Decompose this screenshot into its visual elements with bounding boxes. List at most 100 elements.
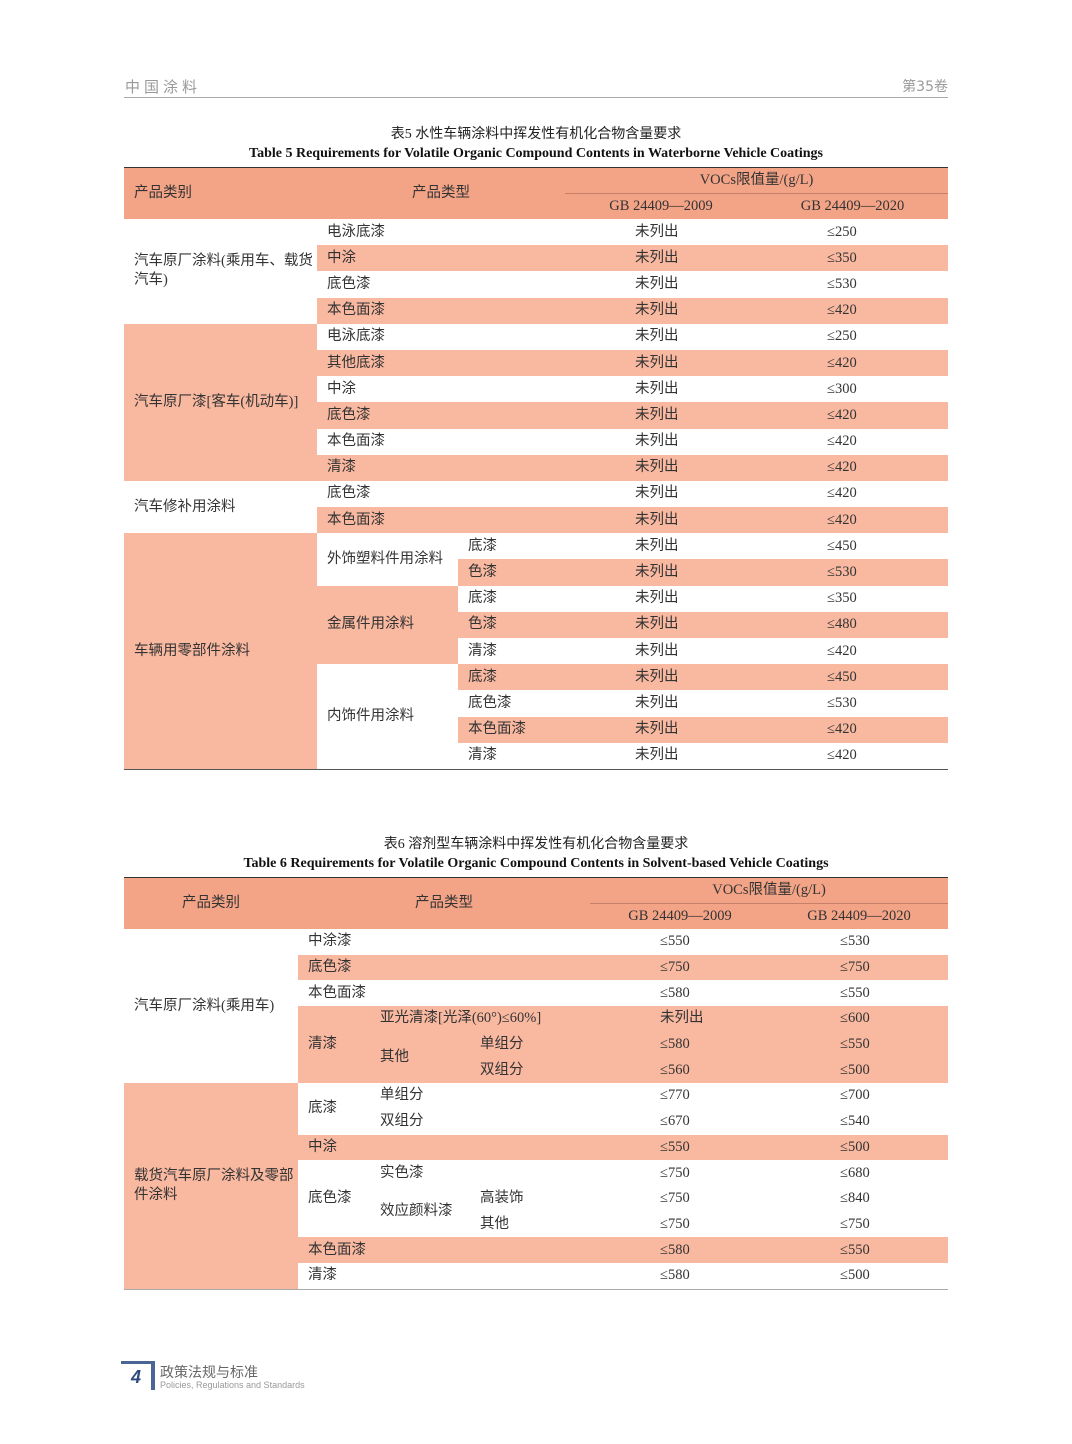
page-number-badge: 4 [121, 1361, 155, 1390]
table-row: 汽车原厂涂料(乘用车、载货汽车) 电泳底漆 未列出 ≤250 [124, 219, 948, 324]
value-2009: 未列出 [635, 380, 679, 397]
value-2020: ≤750 [840, 1215, 870, 1232]
col-header-2009: GB 24409—2009 [565, 193, 757, 219]
table6-caption-en: Table 6 Requirements for Volatile Organi… [243, 856, 829, 871]
value-2020: ≤680 [840, 1164, 870, 1181]
value-2020: ≤500 [840, 1138, 870, 1155]
col-header-type: 产品类型 [298, 877, 591, 929]
value-2020: ≤480 [827, 616, 857, 633]
value-2009: ≤550 [660, 933, 690, 950]
type-cell: 清漆 [308, 1267, 337, 1284]
table-row: 载货汽车原厂涂料及零部件涂料 底漆 单组分 ≤770 ≤700 [124, 1083, 949, 1290]
type-cell: 底色漆 [327, 406, 371, 423]
subtype-cell: 单组分 [380, 1087, 424, 1104]
value-2009: 未列出 [635, 511, 679, 528]
value-2009: 未列出 [660, 1010, 704, 1027]
type-cell: 本色面漆 [468, 721, 526, 738]
value-2020: ≤420 [827, 485, 857, 502]
subtype-cell: 其他 [380, 1048, 409, 1065]
value-2009: ≤580 [660, 1241, 690, 1258]
value-2020: ≤420 [827, 747, 857, 764]
type-cell: 中涂 [327, 380, 356, 397]
value-2009: ≤750 [660, 1215, 690, 1232]
category-cell: 汽车修补用涂料 [124, 480, 317, 534]
value-2009: 未列出 [635, 590, 679, 607]
value-2009: 未列出 [635, 459, 679, 476]
value-2020: ≤450 [827, 668, 857, 685]
category-cell: 汽车原厂涂料(乘用车、载货汽车) [124, 219, 317, 324]
table5: 产品类别 产品类型 VOCs限值量/(g/L) GB 24409—2009 GB… [124, 167, 948, 770]
type-cell: 中涂 [308, 1138, 337, 1155]
value-2009: ≤580 [660, 1267, 690, 1284]
value-2009: 未列出 [635, 616, 679, 633]
col-header-category: 产品类别 [124, 167, 317, 219]
value-2020: ≤600 [840, 1010, 870, 1027]
table-row: 金属件用涂料 底漆 未列出 ≤350 [124, 585, 948, 665]
value-2020: ≤420 [827, 433, 857, 450]
category-cell: 车辆用零部件涂料 [124, 533, 317, 770]
page-number: 4 [131, 1367, 142, 1387]
type-cell: 色漆 [468, 616, 497, 633]
type-cell: 底色漆 [327, 275, 371, 292]
table6-caption-cn: 表6 溶剂型车辆涂料中挥发性有机化合物含量要求 [383, 837, 689, 852]
value-2009: ≤580 [660, 1036, 690, 1053]
value-2009: 未列出 [635, 668, 679, 685]
col-header-type: 产品类型 [317, 167, 565, 219]
value-2020: ≤550 [840, 984, 870, 1001]
value-2020: ≤350 [827, 590, 857, 607]
value-2009: 未列出 [635, 406, 679, 423]
type-cell: 底色漆 [327, 485, 371, 502]
value-2020: ≤300 [827, 380, 857, 397]
value-2009: ≤750 [660, 1190, 690, 1207]
type-cell: 底漆 [468, 537, 497, 554]
value-2020: ≤250 [827, 328, 857, 345]
subtype-cell: 亚光清漆[光泽(60°)≤60%] [380, 1010, 542, 1027]
value-2020: ≤450 [827, 537, 857, 554]
table-row: 汽车修补用涂料 底色漆未列出 ≤420 [124, 480, 948, 534]
type-cell: 其他底漆 [327, 354, 385, 371]
type-cell: 本色面漆 [327, 302, 385, 319]
type-cell: 清漆 [308, 1036, 337, 1053]
type-cell: 本色面漆 [327, 433, 385, 450]
type-cell: 底漆 [468, 668, 497, 685]
value-2009: 未列出 [635, 564, 679, 581]
value-2009: 未列出 [635, 354, 679, 371]
type-cell: 电泳底漆 [327, 328, 385, 345]
table-row: 车辆用零部件涂料 外饰塑料件用涂料 底漆 未列出 ≤450 [124, 533, 948, 770]
category-cell: 载货汽车原厂涂料及零部件涂料 [124, 1083, 298, 1290]
value-2009: 未列出 [635, 433, 679, 450]
subcategory-cell: 外饰塑料件用涂料 [317, 533, 458, 586]
journal-name: 中国涂料 [125, 78, 202, 96]
value-2009: ≤750 [660, 1164, 690, 1181]
type-cell: 底色漆 [308, 959, 352, 976]
header-divider [124, 97, 948, 98]
type-cell: 底色漆 [468, 694, 512, 711]
value-2020: ≤500 [840, 1267, 870, 1284]
type-cell: 中涂漆 [308, 933, 352, 950]
value-2020: ≤700 [840, 1087, 870, 1104]
value-2009: ≤670 [660, 1113, 690, 1130]
value-2009: ≤560 [660, 1061, 690, 1078]
type-cell: 清漆 [327, 459, 356, 476]
value-2020: ≤420 [827, 354, 857, 371]
value-2020: ≤500 [840, 1061, 870, 1078]
value-2020: ≤420 [827, 511, 857, 528]
subcategory-cell: 内饰件用涂料 [317, 664, 458, 770]
value-2009: 未列出 [635, 328, 679, 345]
type-cell: 本色面漆 [327, 511, 385, 528]
value-2009: ≤580 [660, 984, 690, 1001]
value-2020: ≤420 [827, 459, 857, 476]
type-cell: 本色面漆 [308, 984, 366, 1001]
value-2009: 未列出 [635, 747, 679, 764]
value-2009: 未列出 [635, 642, 679, 659]
component-cell: 其他 [480, 1215, 509, 1232]
value-2020: ≤840 [840, 1190, 870, 1207]
subtype-cell: 效应颜料漆 [380, 1203, 453, 1220]
type-cell: 底漆 [308, 1100, 337, 1117]
value-2020: ≤540 [840, 1113, 870, 1130]
value-2020: ≤550 [840, 1036, 870, 1053]
type-cell: 底色漆 [308, 1190, 352, 1207]
col-header-category: 产品类别 [124, 877, 298, 929]
value-2009: 未列出 [635, 302, 679, 319]
